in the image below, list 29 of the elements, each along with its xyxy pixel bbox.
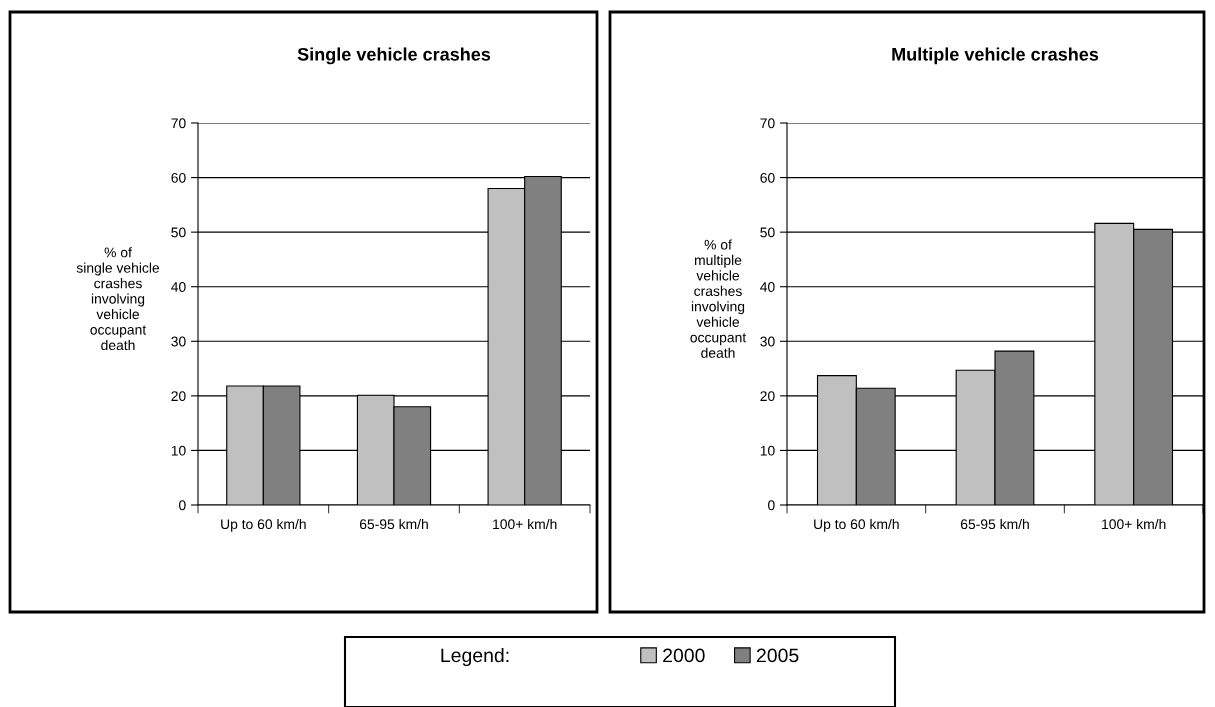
x-tick-label: Up to 60 km/h <box>814 518 899 532</box>
y-axis-title: % of single vehicle crashes involving vehicle occupant death <box>76 247 160 351</box>
x-tick-label: 65-95 km/h <box>359 518 428 530</box>
y-tick-label: 50 <box>760 227 775 238</box>
y-tick-label: 60 <box>760 172 775 183</box>
legend-label: 2000 <box>663 648 705 663</box>
y-tick-label: 0 <box>768 500 775 511</box>
y-tick-label: 60 <box>171 172 186 183</box>
legend-title: Legend: <box>441 647 509 667</box>
y-tick-label: 40 <box>171 282 186 292</box>
y-tick-label: 10 <box>760 445 775 456</box>
y-tick-label: 50 <box>171 227 186 238</box>
legend-label: 2005 <box>756 648 799 663</box>
x-tick-label: 65-95 km/h <box>960 518 1029 530</box>
chart-title: Single vehicle crashes <box>297 47 491 65</box>
x-tick-label: 100+ km/h <box>493 518 557 530</box>
y-tick-label: 30 <box>171 336 186 347</box>
y-tick-label: 40 <box>760 282 775 292</box>
y-tick-label: 20 <box>760 391 775 402</box>
y-axis-title: % of multiple vehicle crashes involving vehicle occupant death <box>690 239 747 358</box>
y-tick-label: 20 <box>171 391 186 402</box>
y-tick-label: 10 <box>171 445 186 456</box>
chart-title: Multiple vehicle crashes <box>892 47 1099 65</box>
y-tick-label: 70 <box>760 118 775 129</box>
x-tick-label: Up to 60 km/h <box>221 518 306 532</box>
x-tick-label: 100+ km/h <box>1102 518 1166 530</box>
y-tick-label: 0 <box>179 500 186 511</box>
y-tick-label: 30 <box>760 336 775 347</box>
y-tick-label: 70 <box>171 118 186 129</box>
